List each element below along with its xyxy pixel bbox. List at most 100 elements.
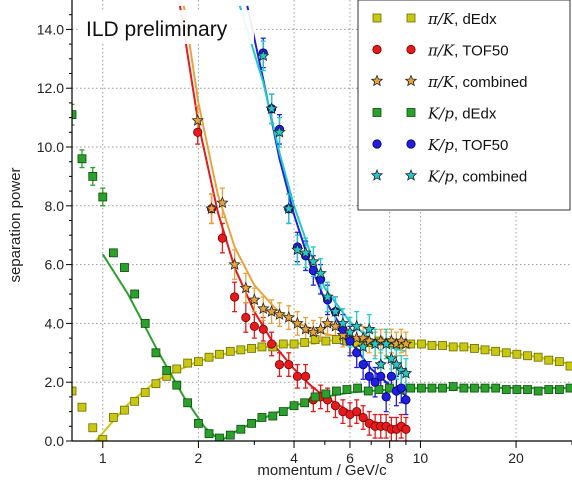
- legend-label-symbol: π/K: [427, 73, 455, 91]
- series-1-point: [310, 335, 320, 344]
- series-2-point: [274, 359, 285, 370]
- series-1-point: [183, 358, 193, 368]
- series-2-point: [284, 359, 294, 370]
- series-1-point: [480, 345, 490, 355]
- series-4-point: [565, 383, 572, 393]
- series-5-point: [345, 336, 355, 346]
- series-4-point: [491, 383, 501, 393]
- series-5-point: [401, 395, 411, 405]
- x-tick-label: 4: [290, 450, 298, 466]
- banner: ILD preliminary: [78, 10, 254, 44]
- series-6-point: [291, 243, 304, 256]
- series-1-point: [257, 342, 267, 352]
- series-3-point: [257, 302, 270, 314]
- series-5-point: [358, 359, 368, 370]
- series-1-point: [533, 352, 543, 362]
- series-3-point: [228, 258, 241, 270]
- legend-marker: [406, 44, 416, 55]
- series-4-point: [194, 418, 203, 428]
- series-1-point: [512, 349, 522, 359]
- series-6-point: [336, 316, 350, 329]
- series-3-point: [265, 305, 278, 317]
- series-4-point: [470, 383, 479, 393]
- series-4-point: [162, 366, 172, 375]
- series-1-point: [523, 351, 532, 361]
- series-4-point: [554, 385, 564, 394]
- y-tick-label: 10.0: [37, 139, 64, 155]
- series-4-point: [523, 385, 532, 394]
- legend-label-symbol: π/K: [427, 42, 455, 60]
- series-4-point: [88, 171, 98, 181]
- series-4-point: [342, 385, 352, 394]
- banner-text: ILD preliminary: [86, 18, 228, 41]
- x-tick-label: 1: [99, 450, 107, 466]
- legend-label: K/p, combined: [427, 168, 527, 186]
- legend-label: π/K, combined: [427, 73, 528, 91]
- series-5-point: [386, 371, 396, 381]
- series-6-point: [368, 337, 382, 350]
- series-1-point: [459, 342, 469, 352]
- series-3-point: [307, 325, 320, 338]
- series-4-point: [204, 429, 214, 439]
- series-2-point: [258, 324, 268, 334]
- series-4-point: [480, 383, 490, 393]
- series-4-point: [257, 413, 267, 422]
- series-6-point: [307, 255, 320, 267]
- series-4-point: [278, 407, 288, 417]
- y-tick-label: 0.0: [45, 433, 65, 449]
- series-4-point: [310, 392, 320, 402]
- series-2-point: [352, 406, 362, 417]
- series-1-point: [448, 342, 458, 352]
- series-1-point: [130, 396, 140, 406]
- series-6-point: [374, 358, 387, 370]
- series-2-point: [249, 321, 259, 331]
- series-1-point: [300, 338, 310, 347]
- series-2-point: [330, 401, 341, 411]
- series-1-point: [172, 364, 182, 374]
- series-4-point: [406, 383, 416, 393]
- y-axis-title: separation power: [7, 167, 24, 282]
- series-4-point: [300, 398, 310, 408]
- series-2-point: [267, 339, 277, 349]
- series-1-point: [321, 336, 331, 346]
- y-tick-label: 12.0: [37, 80, 64, 96]
- series-1-point: [554, 357, 564, 367]
- series-4-point: [236, 424, 246, 434]
- legend-label: K/p, dEdx: [427, 105, 497, 123]
- legend-label-suffix: , dEdx: [454, 106, 497, 123]
- data-points: [72, 48, 572, 441]
- series-4-fit-line: [101, 253, 572, 441]
- series-4-point: [98, 192, 108, 202]
- legend-label-suffix: , TOF50: [454, 137, 508, 154]
- legend-marker: [406, 13, 416, 23]
- series-3-point: [273, 308, 286, 320]
- series-1-point: [225, 346, 235, 356]
- series-1-point: [565, 361, 572, 371]
- series-4-point: [427, 383, 437, 393]
- series-6-point: [321, 290, 334, 303]
- series-1-point: [151, 379, 161, 389]
- series-4-point: [225, 430, 235, 440]
- series-1-point: [88, 423, 98, 433]
- legend-marker: [404, 74, 418, 87]
- series-6-point: [273, 125, 286, 138]
- legend-label-suffix: , combined: [454, 169, 527, 186]
- y-tick-label: 2.0: [45, 374, 65, 390]
- legend-entry: K/p, dEdx: [372, 105, 497, 123]
- series-1-point: [247, 343, 256, 353]
- series-1-point: [332, 335, 341, 344]
- series-6-point: [299, 246, 312, 259]
- legend-marker: [370, 74, 384, 87]
- series-5-point: [308, 265, 318, 276]
- series-1-point: [109, 413, 118, 422]
- series-1-point: [194, 357, 203, 367]
- series-4-point: [268, 411, 278, 421]
- series-2-point: [358, 412, 368, 423]
- series-1-point: [204, 352, 214, 362]
- legend-marker: [372, 108, 382, 117]
- series-3-point: [329, 319, 342, 332]
- series-6-point: [282, 202, 295, 215]
- series-2-point: [401, 424, 411, 434]
